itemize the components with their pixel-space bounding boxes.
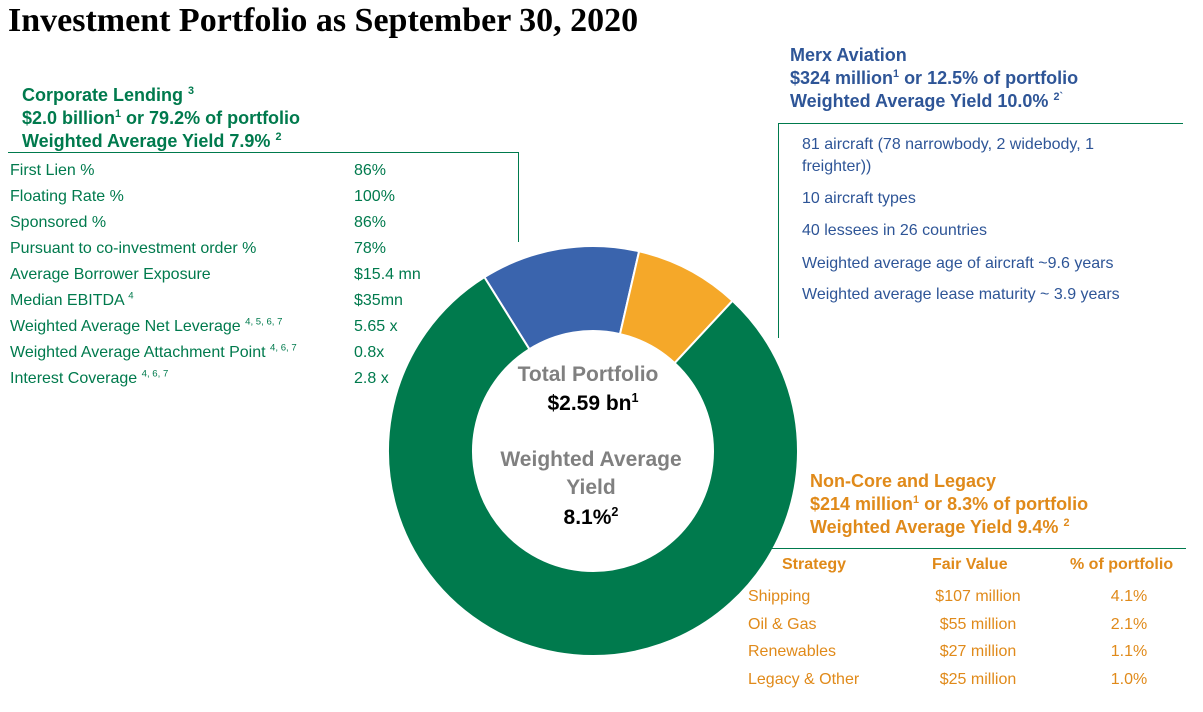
merx-yield: Weighted Average Yield 10.0% 2`	[790, 91, 1064, 111]
corporate-stat-footnote: 4, 6, 7	[141, 368, 169, 380]
corporate-stat-value: $15.4 mn	[354, 266, 421, 283]
noncore-table-cell: $55 million	[939, 615, 1017, 633]
corporate-stat-label-text: Floating Rate %	[10, 188, 124, 205]
corporate-stat-label: Weighted Average Net Leverage 4, 5, 6, 7	[10, 316, 283, 336]
noncore-table-cell: 4.1%	[1110, 588, 1148, 605]
corporate-stat-label: Median EBITDA 4	[10, 290, 134, 310]
corporate-stat-label: First Lien %	[10, 162, 94, 180]
corporate-stat-label-text: Interest Coverage	[10, 370, 142, 387]
center-value-total: $2.59 bn1	[547, 391, 639, 415]
corporate-divider	[8, 152, 518, 153]
page-title: Investment Portfolio as September 30, 20…	[8, 2, 639, 39]
corporate-stat-label: Interest Coverage 4, 6, 7	[10, 368, 169, 388]
merx-stat-item: Weighted average lease maturity ~ 3.9 ye…	[802, 286, 1120, 303]
noncore-table-cell: Shipping	[748, 588, 811, 605]
merx-stat-item: 10 aircraft types	[802, 190, 916, 207]
noncore-column-header: Strategy	[782, 556, 847, 573]
merx-stat-item: freighter))	[802, 158, 872, 175]
noncore-column-header: % of portfolio	[1070, 556, 1174, 573]
corporate-stat-value: 0.8x	[354, 344, 385, 361]
corporate-stat-label-text: Median EBITDA	[10, 292, 129, 309]
corporate-stat-value: 100%	[354, 188, 395, 205]
corporate-stat-value: 5.65 x	[354, 318, 398, 335]
corporate-stat-label: Average Borrower Exposure	[10, 266, 211, 284]
corporate-stat-footnote: 4, 6, 7	[270, 342, 297, 354]
corporate-stat-label: Sponsored %	[10, 214, 106, 232]
corporate-stat-label-text: First Lien %	[10, 162, 95, 179]
merx-divider	[778, 123, 1183, 124]
noncore-divider	[762, 548, 1186, 549]
noncore-table-cell: $25 million	[939, 670, 1017, 688]
noncore-column-header: Fair Value	[932, 556, 1008, 573]
center-label-yield-2: Yield	[566, 476, 616, 499]
corporate-stat-footnote: 4	[128, 290, 134, 302]
noncore-table-cell: 2.1%	[1110, 615, 1148, 633]
noncore-table-cell: Legacy & Other	[748, 670, 860, 688]
noncore-table-cell: Renewables	[748, 643, 837, 660]
corporate-connector	[518, 152, 519, 242]
corporate-stat-label: Weighted Average Attachment Point 4, 6, …	[10, 342, 297, 362]
corporate-yield: Weighted Average Yield 7.9% 2	[22, 131, 282, 151]
merx-connector	[778, 123, 779, 338]
corporate-stat-footnote: 4, 5, 6, 7	[245, 316, 283, 328]
merx-stat-item: 40 lessees in 26 countries	[802, 222, 987, 239]
corporate-stat-label-text: Sponsored %	[10, 214, 107, 231]
center-label-total: Total Portfolio	[517, 363, 659, 386]
noncore-yield: Weighted Average Yield 9.4% 2	[810, 517, 1070, 537]
corporate-stat-label-text: Weighted Average Attachment Point	[10, 344, 271, 361]
corporate-stat-value: 86%	[354, 162, 387, 179]
noncore-amount: $214 million1 or 8.3% of portfolio	[810, 494, 1089, 514]
noncore-table-cell: 1.1%	[1110, 643, 1148, 660]
corporate-stat-value: 78%	[354, 240, 387, 257]
corporate-stat-value: $35mn	[354, 292, 403, 309]
noncore-table-cell: 1.0%	[1110, 670, 1148, 688]
noncore-table-cell: Oil & Gas	[748, 615, 817, 633]
corporate-amount: $2.0 billion1 or 79.2% of portfolio	[22, 108, 301, 128]
center-label-yield: Weighted Average	[500, 448, 682, 471]
noncore-table-cell: $107 million	[935, 588, 1021, 605]
corporate-stat-label-text: Pursuant to co-investment order %	[10, 240, 257, 257]
corporate-stat-label-text: Average Borrower Exposure	[10, 266, 211, 283]
merx-stat-item: Weighted average age of aircraft ~9.6 ye…	[802, 255, 1114, 272]
corporate-stat-value: 86%	[354, 214, 387, 231]
merx-amount: $324 million1 or 12.5% of portfolio	[790, 68, 1079, 88]
noncore-heading: Non-Core and Legacy	[810, 471, 997, 491]
corporate-heading: Corporate Lending 3	[22, 85, 195, 105]
portfolio-donut-chart	[387, 245, 799, 657]
corporate-stat-label-text: Weighted Average Net Leverage	[10, 318, 246, 335]
corporate-stat-label: Pursuant to co-investment order %	[10, 240, 256, 258]
merx-stat-item: 81 aircraft (78 narrowbody, 2 widebody, …	[802, 136, 1095, 153]
donut-slice-corporate-lending	[387, 275, 799, 657]
center-value-yield: 8.1%2	[563, 505, 619, 529]
noncore-table-cell: $27 million	[939, 643, 1017, 660]
corporate-stat-value: 2.8 x	[354, 370, 389, 387]
merx-heading: Merx Aviation	[790, 45, 907, 65]
corporate-stat-label: Floating Rate %	[10, 188, 124, 206]
